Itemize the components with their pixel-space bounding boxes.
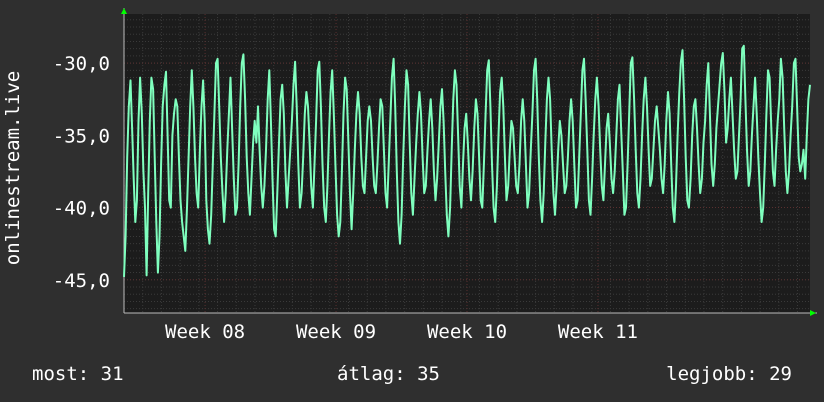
stat-average: átlag: 35: [337, 363, 440, 385]
y-ticks: -45,0 -40,0 -35,0 -30,0: [53, 53, 110, 292]
stat-best: legjobb: 29: [666, 363, 792, 385]
y-tick-label: -35,0: [53, 125, 110, 147]
x-tick-label: Week 09: [296, 321, 376, 343]
x-tick-label: Week 08: [165, 321, 245, 343]
x-tick-label: Week 11: [558, 321, 638, 343]
x-ticks: Week 08 Week 09 Week 10 Week 11: [165, 321, 638, 343]
y-axis-label: onlinestream.live: [2, 71, 24, 265]
stat-current: most: 31: [32, 363, 124, 385]
series-line: [123, 44, 811, 277]
y-tick-label: -30,0: [53, 53, 110, 75]
y-axis-arrow: [121, 8, 127, 14]
y-tick-label: -40,0: [53, 198, 110, 220]
y-tick-label: -45,0: [53, 270, 110, 292]
x-axis-arrow: [810, 310, 816, 316]
x-tick-label: Week 10: [427, 321, 507, 343]
